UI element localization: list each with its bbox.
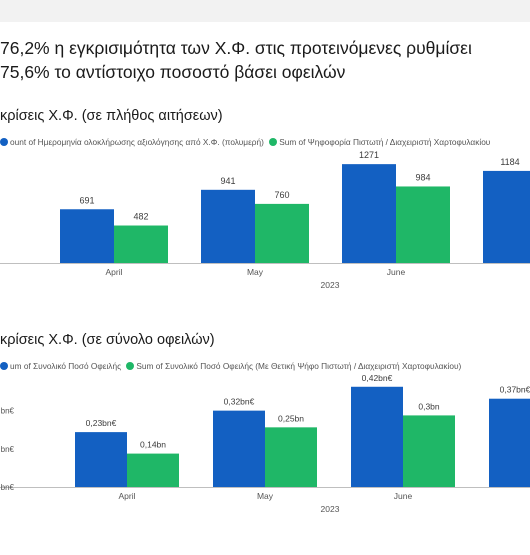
chart2-category-label: April (118, 491, 135, 501)
chart1-legend-label-2: Sum of Ψηφοφορία Πιστωτή / Διαχειριστή Χ… (279, 137, 491, 147)
chart2-bar (403, 415, 455, 487)
chart1-bar (114, 225, 168, 263)
chart2-legend-label-2: Sum of Συνολικό Ποσό Οφειλής (Με Θετική … (136, 361, 462, 371)
chart2-data-label: 0,42bn€ (362, 375, 393, 383)
chart1-data-label: 941 (220, 176, 235, 186)
chart2-legend: um of Συνολικό Ποσό Οφειλής Sum of Συνολ… (0, 361, 464, 371)
chart1-bar (60, 209, 114, 263)
chart2-data-label: 0,37bn€ (500, 385, 530, 395)
chart2-bar (127, 453, 179, 487)
chart2-data-label: 0,14bn (140, 440, 166, 450)
chart1-category-label: April (105, 267, 122, 277)
chart1-legend-swatch-2 (269, 138, 278, 146)
chart2-category-label: June (394, 491, 413, 501)
chart2-data-label: 0,3bn (418, 401, 440, 411)
chart2-data-label: 0,25bn (278, 413, 304, 423)
chart2-data-label: 0,32bn€ (224, 397, 255, 407)
chart1-legend-swatch-1 (0, 138, 8, 146)
chart1-data-label: 760 (274, 190, 289, 200)
chart2-plot: bn€ bn€ bn€ 0,23bn€ 0,14bn April 0,32bn€ 0,25bn… (0, 375, 530, 514)
chart2-legend-item-2: Sum of Συνολικό Ποσό Οφειλής (Με Θετική … (126, 361, 461, 371)
chart2-legend-item-1: um of Συνολικό Ποσό Οφειλής (0, 361, 121, 371)
chart1-legend-item-1: ount of Ημερομηνία ολοκλήρωσης αξιολόγησ… (0, 137, 264, 147)
chart1-category-label: May (247, 267, 264, 277)
top-bar (0, 0, 530, 22)
chart1-x-axis-label: 2023 (321, 280, 340, 290)
chart2-legend-label-1: um of Συνολικό Ποσό Οφειλής (10, 361, 122, 371)
chart1-bar (255, 203, 309, 263)
chart1-legend-label-1: ount of Ημερομηνία ολοκλήρωσης αξιολόγησ… (10, 137, 264, 147)
chart2-category-label: May (257, 491, 274, 501)
chart1-data-label: 1184 (500, 157, 519, 167)
chart1-plot: 691 482 April 941 760 May 1271 984 June 1184 2023 (0, 150, 530, 290)
chart2-bar (351, 386, 403, 487)
chart1-data-label: 691 (79, 195, 94, 205)
chart2-y-tick-label: bn€ (1, 483, 15, 492)
chart2-legend-swatch-2 (126, 362, 135, 370)
chart1-data-label: 984 (415, 172, 430, 182)
chart2-y-tick-label: bn€ (1, 445, 15, 454)
chart2-bar (265, 427, 317, 487)
chart2-legend-swatch-1 (0, 362, 8, 370)
headline: 76,2% η εγκρισιμότητα των Χ.Φ. στις προτ… (0, 36, 530, 84)
chart1-legend: ount of Ημερομηνία ολοκλήρωσης αξιολόγησ… (0, 137, 493, 147)
chart2-title: κρίσεις Χ.Φ. (σε σύνολο οφειλών) (0, 332, 215, 348)
chart1-data-label: 482 (133, 212, 148, 222)
chart2-bar (213, 410, 265, 487)
chart2-data-label: 0,23bn€ (86, 418, 117, 428)
headline-line-2: 75,6% το αντίστοιχο ποσοστό βάσει οφειλώ… (0, 62, 346, 82)
chart1-bar (201, 189, 255, 263)
chart1-data-label: 1271 (359, 150, 379, 160)
chart1-legend-item-2: Sum of Ψηφοφορία Πιστωτή / Διαχειριστή Χ… (269, 137, 490, 147)
chart2-x-axis-label: 2023 (321, 504, 340, 514)
chart1-category-label: June (387, 267, 406, 277)
headline-line-1: 76,2% η εγκρισιμότητα των Χ.Φ. στις προτ… (0, 38, 472, 58)
chart1-bar (342, 164, 396, 263)
chart1-bar (483, 170, 530, 263)
chart2-bar (75, 432, 127, 487)
chart2-bar (489, 398, 530, 487)
chart1-title: κρίσεις Χ.Φ. (σε πλήθος αιτήσεων) (0, 108, 223, 124)
chart2-y-tick-label: bn€ (1, 407, 15, 416)
chart1-bar (396, 186, 450, 263)
